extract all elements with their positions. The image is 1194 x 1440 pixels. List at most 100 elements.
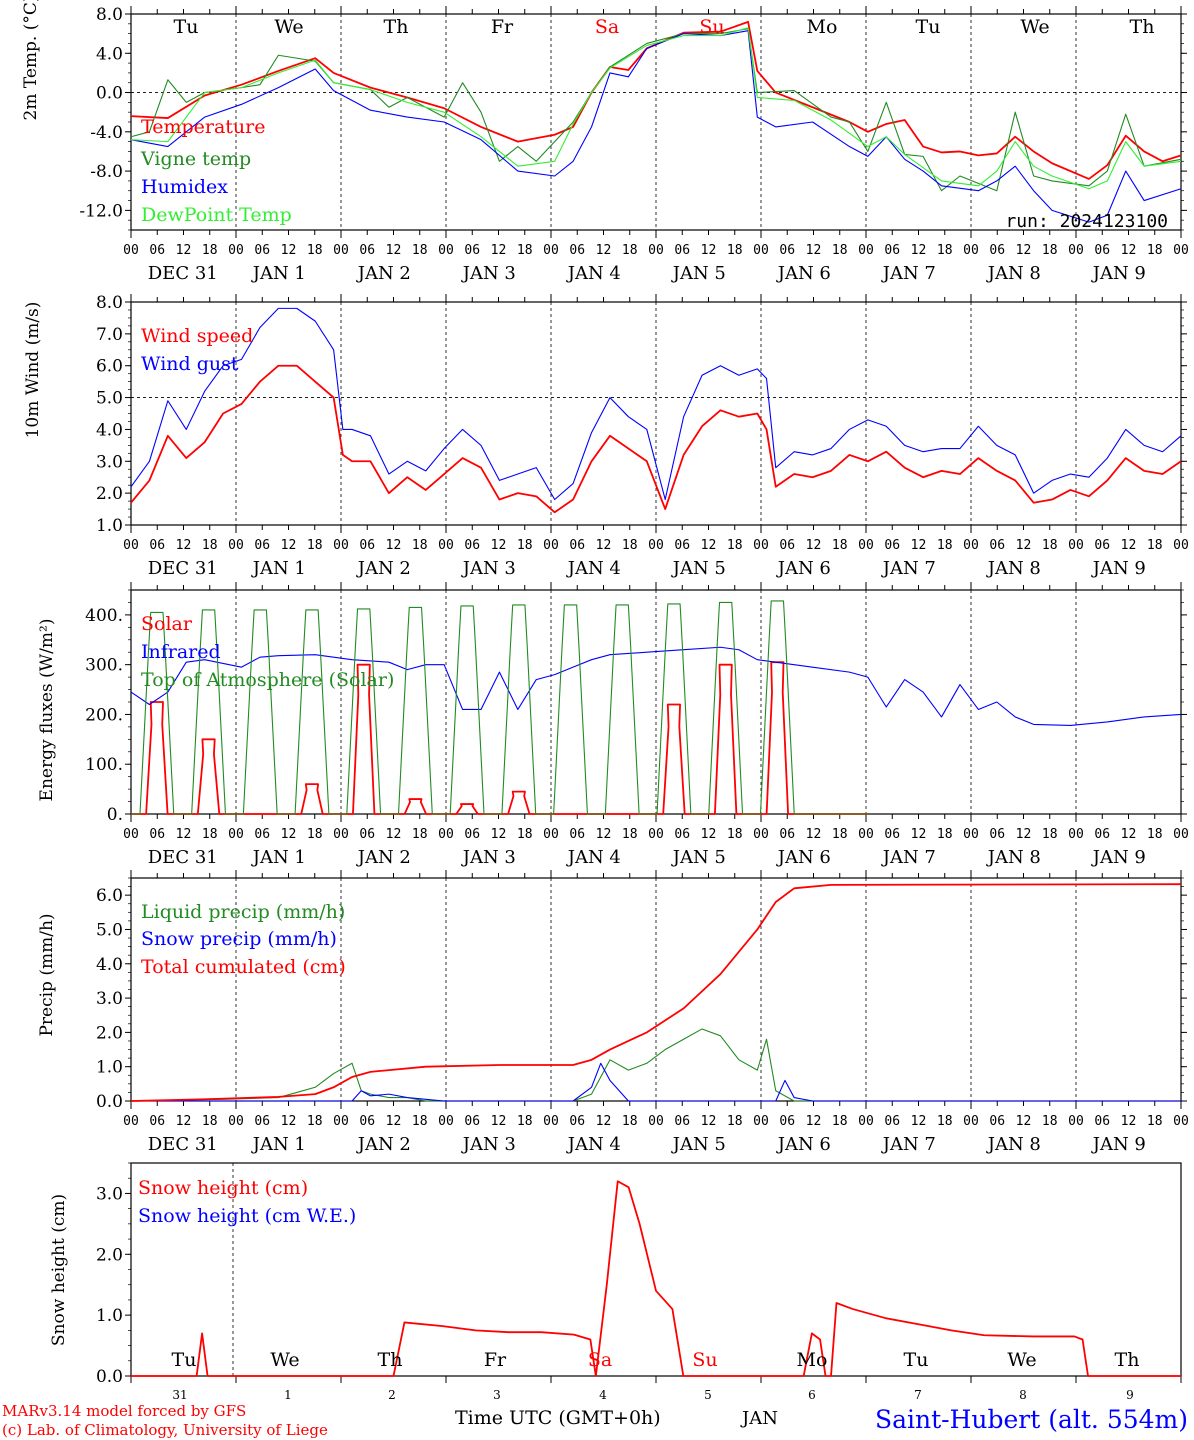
x-hour-label: 00 [1173, 827, 1189, 842]
x-hour-label: 18 [727, 1114, 743, 1129]
x-hour-label: 06 [884, 1114, 900, 1129]
weekday-label: Tu [174, 16, 199, 38]
x-hour-label: 18 [307, 1114, 323, 1129]
x-hour-label: 18 [937, 243, 953, 258]
x-hour-label: 00 [648, 1114, 664, 1129]
x-hour-label: 12 [281, 827, 297, 842]
day-number: 8 [1019, 1388, 1027, 1402]
x-date-label: JAN 3 [461, 558, 516, 579]
x-hour-label: 12 [1016, 1114, 1032, 1129]
x-hour-label: 00 [543, 538, 559, 553]
y-tick-label: 400. [85, 606, 123, 626]
x-hour-label: 18 [937, 538, 953, 553]
x-hour-label: 12 [281, 538, 297, 553]
x-date-label: JAN 5 [671, 558, 726, 579]
x-hour-label: 00 [228, 827, 244, 842]
x-date-label: JAN 3 [461, 847, 516, 868]
y-tick-label: 4.0 [96, 44, 123, 64]
x-hour-label: 18 [727, 538, 743, 553]
y-tick-label: 3.0 [96, 1184, 123, 1204]
y-axis-label: Snow height (cm) [49, 1194, 69, 1346]
x-hour-label: 00 [753, 243, 769, 258]
y-tick-label: 4.0 [96, 420, 123, 440]
x-date-label: JAN 8 [986, 847, 1041, 868]
x-hour-label: 06 [884, 538, 900, 553]
x-hour-label: 12 [1121, 243, 1137, 258]
weekday-label-bottom: We [270, 1349, 299, 1371]
y-tick-label: 1.0 [96, 516, 123, 536]
weekday-label: Tu [916, 16, 941, 38]
x-hour-label: 18 [412, 538, 428, 553]
x-hour-label: 06 [674, 1114, 690, 1129]
x-hour-label: 06 [989, 538, 1005, 553]
x-hour-label: 00 [1068, 1114, 1084, 1129]
x-hour-label: 18 [832, 827, 848, 842]
x-hour-label: 00 [228, 1114, 244, 1129]
x-hour-label: 06 [569, 538, 585, 553]
x-hour-label: 12 [1016, 243, 1032, 258]
x-date-label: JAN 2 [356, 1134, 411, 1155]
x-hour-label: 18 [517, 243, 533, 258]
x-hour-label: 12 [596, 827, 612, 842]
x-hour-label: 12 [176, 827, 192, 842]
panel-5 [125, 1162, 1182, 1383]
x-hour-label: 00 [228, 243, 244, 258]
day-number: 31 [172, 1388, 187, 1402]
x-hour-label: 18 [1042, 243, 1058, 258]
x-hour-label: 06 [1094, 1114, 1110, 1129]
x-hour-label: 06 [254, 243, 270, 258]
y-tick-label: 300. [85, 656, 123, 676]
day-number: 5 [704, 1388, 712, 1402]
x-hour-label: 18 [1147, 827, 1163, 842]
x-axis-title: Time UTC (GMT+0h) [455, 1407, 661, 1429]
x-hour-label: 00 [1173, 538, 1189, 553]
y-tick-label: 0.0 [96, 1092, 123, 1112]
weekday-label: We [274, 16, 303, 38]
x-hour-label: 06 [1094, 538, 1110, 553]
x-hour-label: 06 [569, 827, 585, 842]
y-tick-label: 6.0 [96, 357, 123, 377]
x-hour-label: 12 [1121, 538, 1137, 553]
x-hour-label: 12 [911, 827, 927, 842]
x-hour-label: 00 [123, 827, 139, 842]
x-hour-label: 18 [1147, 538, 1163, 553]
x-date-label: JAN 5 [671, 847, 726, 868]
y-tick-label: 2.0 [96, 484, 123, 504]
x-hour-label: 06 [884, 243, 900, 258]
y-tick-label: 3.0 [96, 452, 123, 472]
weekday-label-bottom: We [1007, 1349, 1036, 1371]
x-hour-label: 12 [176, 243, 192, 258]
x-date-label: JAN 5 [671, 263, 726, 284]
x-hour-label: 18 [622, 827, 638, 842]
x-hour-label: 18 [1147, 1114, 1163, 1129]
legend-wind-gust: Wind gust [141, 353, 239, 375]
x-hour-label: 12 [701, 243, 717, 258]
x-hour-label: 00 [543, 1114, 559, 1129]
x-date-label: JAN 6 [776, 1134, 831, 1155]
x-date-label: JAN 2 [356, 847, 411, 868]
x-date-label: JAN 4 [566, 1134, 621, 1155]
x-hour-label: 12 [176, 1114, 192, 1129]
x-hour-label: 00 [963, 538, 979, 553]
x-hour-label: 00 [438, 827, 454, 842]
x-hour-label: 18 [202, 538, 218, 553]
x-hour-label: 06 [149, 1114, 165, 1129]
y-tick-label: 8.0 [96, 293, 123, 313]
x-hour-label: 06 [1094, 243, 1110, 258]
x-date-label: JAN 4 [566, 558, 621, 579]
weekday-label: Fr [491, 16, 514, 38]
weekday-label-bottom: Fr [484, 1349, 507, 1371]
x-date-label: JAN 3 [461, 1134, 516, 1155]
x-hour-label: 00 [438, 538, 454, 553]
x-hour-label: 12 [386, 827, 402, 842]
x-date-label: JAN 8 [986, 263, 1041, 284]
x-date-label: JAN 9 [1091, 1134, 1146, 1155]
x-hour-label: 06 [359, 538, 375, 553]
x-hour-label: 00 [333, 827, 349, 842]
x-hour-label: 00 [333, 538, 349, 553]
day-number: 1 [284, 1388, 292, 1402]
day-number: 9 [1126, 1388, 1134, 1402]
x-hour-label: 00 [1173, 1114, 1189, 1129]
y-tick-label: -12.0 [79, 201, 123, 221]
